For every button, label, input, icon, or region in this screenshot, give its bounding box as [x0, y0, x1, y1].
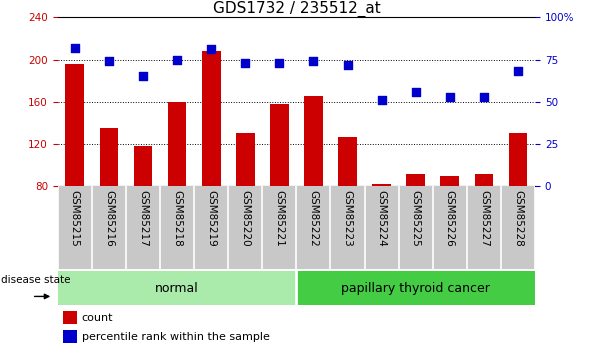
- Bar: [338, 137, 357, 186]
- Bar: [134, 146, 153, 186]
- Point: [479, 94, 489, 99]
- Bar: [474, 174, 493, 186]
- Text: GSM85221: GSM85221: [274, 190, 285, 247]
- Text: normal: normal: [155, 282, 199, 295]
- Point: [411, 89, 421, 95]
- Text: GSM85222: GSM85222: [308, 190, 319, 247]
- Bar: [296, 271, 535, 305]
- Text: GSM85220: GSM85220: [240, 190, 250, 247]
- Bar: [63, 311, 77, 324]
- Text: count: count: [81, 313, 113, 323]
- Point: [70, 45, 80, 50]
- Point: [206, 47, 216, 52]
- Text: GSM85228: GSM85228: [513, 190, 523, 247]
- Bar: [270, 104, 289, 186]
- Text: GSM85225: GSM85225: [411, 190, 421, 247]
- Text: GSM85224: GSM85224: [376, 190, 387, 247]
- Text: GSM85218: GSM85218: [172, 190, 182, 247]
- Point: [138, 74, 148, 79]
- Bar: [236, 134, 255, 186]
- Bar: [406, 174, 425, 186]
- Text: disease state: disease state: [1, 275, 71, 285]
- Text: GSM85226: GSM85226: [445, 190, 455, 247]
- Bar: [66, 64, 84, 186]
- Text: GSM85227: GSM85227: [479, 190, 489, 247]
- Point: [172, 57, 182, 62]
- Point: [445, 94, 455, 99]
- Bar: [63, 330, 77, 343]
- Point: [377, 97, 387, 103]
- Bar: [372, 184, 391, 186]
- Text: GSM85217: GSM85217: [138, 190, 148, 247]
- Bar: [440, 176, 459, 186]
- Text: papillary thyroid cancer: papillary thyroid cancer: [341, 282, 490, 295]
- Point: [309, 58, 319, 64]
- Text: GSM85215: GSM85215: [70, 190, 80, 247]
- Bar: [58, 271, 296, 305]
- Text: GSM85219: GSM85219: [206, 190, 216, 247]
- Bar: [202, 51, 221, 186]
- Text: percentile rank within the sample: percentile rank within the sample: [81, 332, 269, 342]
- Point: [513, 69, 523, 74]
- Point: [274, 60, 284, 66]
- Point: [343, 62, 353, 67]
- Point: [104, 58, 114, 64]
- Text: GSM85216: GSM85216: [104, 190, 114, 247]
- Bar: [304, 97, 323, 186]
- Bar: [100, 128, 119, 186]
- Point: [240, 60, 250, 66]
- Text: GSM85223: GSM85223: [342, 190, 353, 247]
- Bar: [168, 102, 187, 186]
- Title: GDS1732 / 235512_at: GDS1732 / 235512_at: [213, 1, 380, 17]
- Bar: [509, 134, 527, 186]
